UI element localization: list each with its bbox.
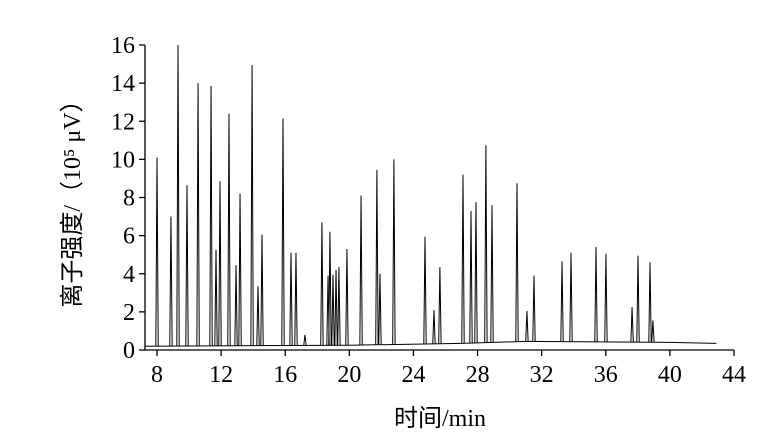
y-tick-label: 16: [111, 33, 135, 59]
peak: [227, 113, 231, 346]
peak: [185, 185, 189, 346]
y-tick-label: 14: [111, 71, 135, 97]
peak: [196, 83, 200, 346]
peak: [375, 169, 379, 345]
peak: [256, 286, 260, 346]
peak: [337, 267, 341, 346]
x-tick-label: 28: [466, 362, 490, 388]
peak: [636, 255, 640, 343]
x-axis-label: 时间/min: [394, 405, 486, 432]
y-tick-label: 2: [123, 300, 135, 326]
peak: [594, 247, 598, 342]
x-tick-label: 40: [658, 362, 682, 388]
peak: [532, 275, 536, 342]
x-tick-label: 44: [722, 362, 746, 388]
x-tick-label: 24: [401, 362, 425, 388]
x-tick-label: 36: [594, 362, 618, 388]
peak: [334, 269, 338, 346]
peak: [260, 234, 264, 346]
peak: [378, 273, 382, 345]
peak: [176, 44, 180, 347]
peak: [234, 265, 238, 346]
peak: [218, 181, 222, 346]
peak: [209, 85, 213, 346]
peak: [214, 249, 218, 346]
peak: [469, 210, 473, 344]
peak: [303, 334, 307, 346]
peak: [560, 261, 564, 342]
peak: [432, 309, 436, 344]
peak: [474, 202, 478, 343]
peak: [250, 65, 254, 346]
peak: [648, 262, 652, 343]
peak: [484, 145, 488, 343]
peak: [423, 236, 427, 344]
peak: [238, 193, 242, 346]
y-tick-label: 6: [123, 224, 135, 250]
y-tick-label: 8: [123, 186, 135, 212]
y-tick-label: 0: [123, 338, 135, 364]
peak: [331, 274, 335, 346]
peak: [155, 157, 159, 347]
peak: [461, 174, 465, 344]
x-tick-label: 16: [273, 362, 297, 388]
peak: [294, 252, 298, 346]
y-tick-label: 4: [123, 262, 135, 288]
y-tick-label: 12: [111, 109, 135, 135]
peak: [569, 252, 573, 342]
peak: [525, 310, 529, 342]
peak: [515, 183, 519, 342]
peak: [490, 205, 494, 343]
peak: [438, 267, 442, 344]
baseline: [144, 340, 717, 347]
peak: [169, 216, 173, 347]
peak: [359, 195, 363, 346]
peak: [328, 231, 332, 346]
x-tick-label: 32: [530, 362, 554, 388]
x-tick-label: 12: [209, 362, 233, 388]
y-axis-label: 离子强度/（10⁵ μV）: [59, 88, 86, 307]
x-tick-label: 8: [151, 362, 163, 388]
peak: [289, 252, 293, 346]
peak: [281, 118, 285, 346]
peak: [345, 248, 349, 346]
peak: [651, 320, 655, 343]
peak: [630, 307, 634, 343]
peak: [320, 222, 324, 346]
x-tick-label: 20: [337, 362, 361, 388]
peak: [392, 159, 396, 345]
peak: [604, 253, 608, 342]
y-tick-label: 10: [111, 147, 135, 173]
